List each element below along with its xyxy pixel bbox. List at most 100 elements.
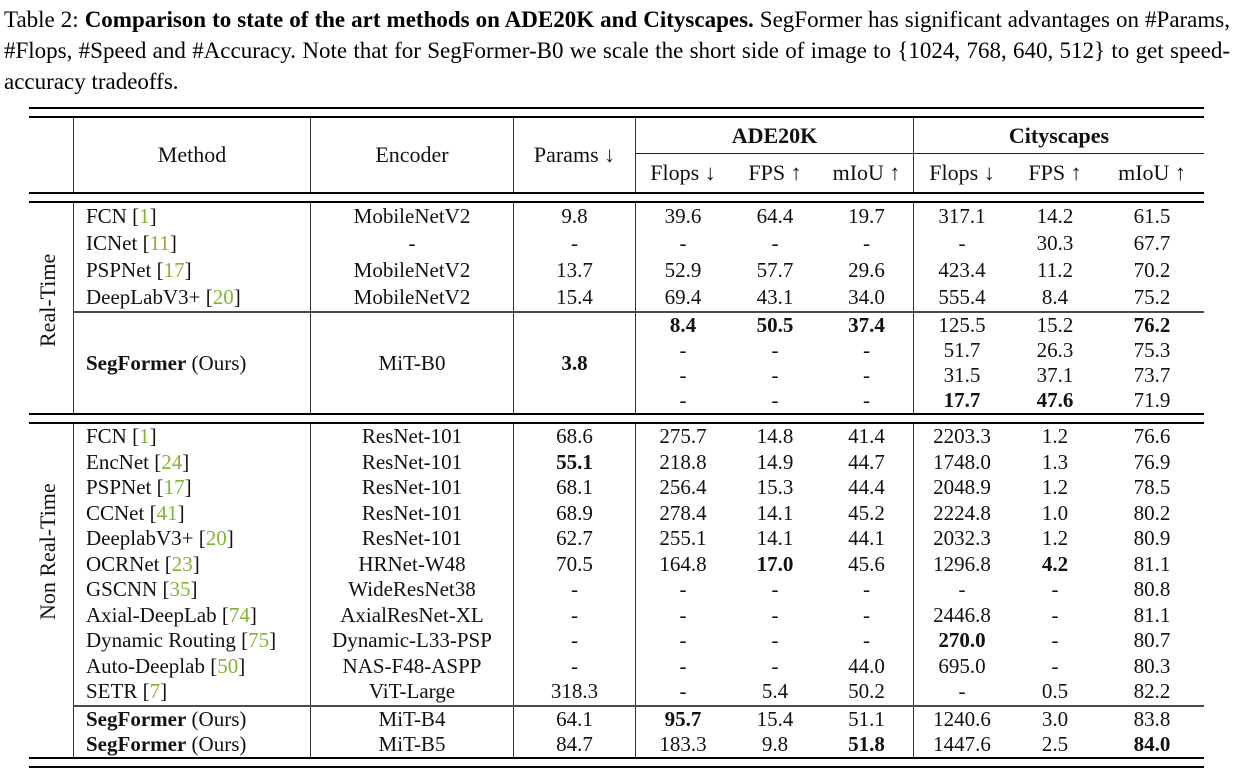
value-cell: 34.0 bbox=[848, 285, 885, 310]
method-name: FCN bbox=[86, 204, 127, 229]
value-cell: 81.1 bbox=[1133, 602, 1171, 627]
table-rule-thin bbox=[73, 311, 1204, 314]
value-cell: 44.1 bbox=[848, 526, 885, 551]
value-cell: 2446.8 bbox=[913, 602, 1010, 629]
method-name: FCN bbox=[86, 424, 127, 449]
table-rule-thin bbox=[73, 704, 1204, 707]
citation-link[interactable]: 35 bbox=[169, 577, 191, 602]
citation-link[interactable]: 11 bbox=[149, 231, 170, 256]
encoder-cell: MobileNetV2 bbox=[310, 284, 513, 312]
value-cell: 8.4 bbox=[1041, 285, 1069, 310]
value-cell: 61.5 bbox=[1133, 204, 1171, 229]
citation-link[interactable]: 7 bbox=[149, 679, 161, 704]
value-cell: 76.6 bbox=[1133, 424, 1171, 449]
table-rule-double bbox=[29, 413, 1204, 425]
value-cell: 43.1 bbox=[756, 285, 794, 310]
citation-link[interactable]: 20 bbox=[205, 526, 227, 551]
value-cell: 1.2 bbox=[1041, 424, 1069, 449]
method-label: SegFormer (Ours) bbox=[86, 707, 246, 732]
value-cell: 13.7 bbox=[513, 257, 635, 285]
method-name: PSPNet bbox=[86, 258, 152, 283]
value-cell: 80.7 bbox=[1133, 628, 1171, 653]
method-cell: Auto-Deeplab [50] bbox=[73, 653, 310, 680]
value-cell: 1240.6 bbox=[913, 706, 1010, 732]
value-cell: - bbox=[863, 388, 870, 413]
value-cell: - bbox=[1051, 628, 1059, 653]
encoder-cell: ResNet-101 bbox=[310, 500, 513, 527]
encoder-cell: ResNet-101 bbox=[310, 424, 513, 450]
encoder-cell: HRNet-W48 bbox=[310, 551, 513, 578]
value-cell: 50.5 bbox=[756, 313, 794, 338]
value-cell: 5.4 bbox=[761, 679, 789, 704]
col-subheader-miou: mIoU ↑ bbox=[1118, 160, 1186, 186]
value-cell: 52.9 bbox=[635, 257, 730, 285]
value-cell: - bbox=[635, 338, 730, 364]
value-cell: 75.3 bbox=[1133, 338, 1171, 363]
method-name: DeeplabV3+ bbox=[86, 526, 194, 551]
paper-page: Table 2: Comparison to state of the art … bbox=[0, 4, 1234, 768]
value-cell: 256.4 bbox=[635, 475, 730, 501]
value-cell: - bbox=[913, 577, 1010, 603]
citation-link[interactable]: 50 bbox=[217, 653, 239, 678]
value-cell: 64.1 bbox=[513, 706, 635, 732]
method-cell: GSCNN [35] bbox=[73, 577, 310, 603]
value-cell: 17.7 bbox=[913, 388, 1010, 414]
value-cell: 9.8 bbox=[761, 731, 789, 756]
value-cell: - bbox=[635, 230, 730, 258]
value-cell: 125.5 bbox=[913, 313, 1010, 339]
value-cell: 31.5 bbox=[913, 363, 1010, 389]
citation-link[interactable]: 1 bbox=[139, 204, 150, 229]
value-cell: - bbox=[513, 602, 635, 629]
value-cell: 19.7 bbox=[848, 204, 885, 229]
method-cell: SegFormer (Ours) bbox=[73, 731, 310, 757]
citation-link[interactable]: 24 bbox=[161, 449, 183, 474]
value-cell: - bbox=[1051, 602, 1059, 627]
value-cell: 29.6 bbox=[848, 258, 885, 283]
method-cell: PSPNet [17] bbox=[73, 257, 310, 285]
value-cell: 82.2 bbox=[1133, 679, 1171, 704]
value-cell: 695.0 bbox=[913, 653, 1010, 680]
encoder-cell: MiT-B5 bbox=[310, 731, 513, 757]
table-section-non-real-time: FCN [1] ResNet-101 68.6 275.7 14.8 41.4 2203.3… bbox=[29, 424, 1204, 705]
value-cell: - bbox=[771, 388, 779, 413]
value-cell: 62.7 bbox=[513, 526, 635, 552]
value-cell: 75.2 bbox=[1133, 285, 1171, 310]
method-label: SegFormer (Ours) bbox=[86, 351, 246, 376]
method-name: Dynamic Routing bbox=[86, 628, 236, 653]
citation-link[interactable]: 1 bbox=[139, 424, 150, 449]
value-cell: 423.4 bbox=[913, 257, 1010, 285]
table-rule-double bbox=[29, 107, 1204, 119]
value-cell: 84.7 bbox=[513, 731, 635, 757]
table-section-real-time-baselines: FCN [1] MobileNetV2 9.8 39.6 64.4 19.7 317.1 14… bbox=[29, 203, 1204, 312]
citation-link[interactable]: 17 bbox=[163, 475, 185, 500]
value-cell: 164.8 bbox=[635, 551, 730, 578]
citation-link[interactable]: 41 bbox=[156, 500, 178, 525]
value-cell: 80.3 bbox=[1133, 653, 1171, 678]
citation-link[interactable]: 17 bbox=[163, 258, 185, 283]
col-group-cityscapes: Cityscapes bbox=[913, 118, 1204, 155]
citation-link[interactable]: 75 bbox=[248, 628, 270, 653]
value-cell: 51.7 bbox=[913, 338, 1010, 364]
method-cell: SegFormer (Ours) bbox=[73, 706, 310, 732]
value-cell: 37.4 bbox=[848, 313, 885, 338]
col-subheader-flops: Flops ↓ bbox=[913, 154, 1010, 193]
value-cell: - bbox=[635, 628, 730, 654]
method-name: CCNet bbox=[86, 500, 145, 525]
value-cell: - bbox=[1051, 577, 1059, 602]
method-cell: SETR [7] bbox=[73, 679, 310, 705]
value-cell: 1.2 bbox=[1041, 526, 1069, 551]
value-cell: - bbox=[513, 577, 635, 603]
citation-link[interactable]: 74 bbox=[228, 602, 250, 627]
method-label: EncNet [24] bbox=[86, 449, 190, 474]
value-cell: - bbox=[771, 602, 779, 627]
encoder-cell: MobileNetV2 bbox=[310, 257, 513, 285]
citation-link[interactable]: 23 bbox=[171, 551, 193, 576]
value-cell: - bbox=[863, 363, 870, 388]
method-cell: ICNet [11] bbox=[73, 230, 310, 258]
encoder-cell: - bbox=[310, 230, 513, 258]
value-cell: 70.2 bbox=[1133, 258, 1171, 283]
value-cell: 37.1 bbox=[1036, 363, 1074, 388]
citation-link[interactable]: 20 bbox=[212, 285, 234, 310]
method-cell: Axial-DeepLab [74] bbox=[73, 602, 310, 629]
table-rule-double bbox=[29, 192, 1204, 204]
